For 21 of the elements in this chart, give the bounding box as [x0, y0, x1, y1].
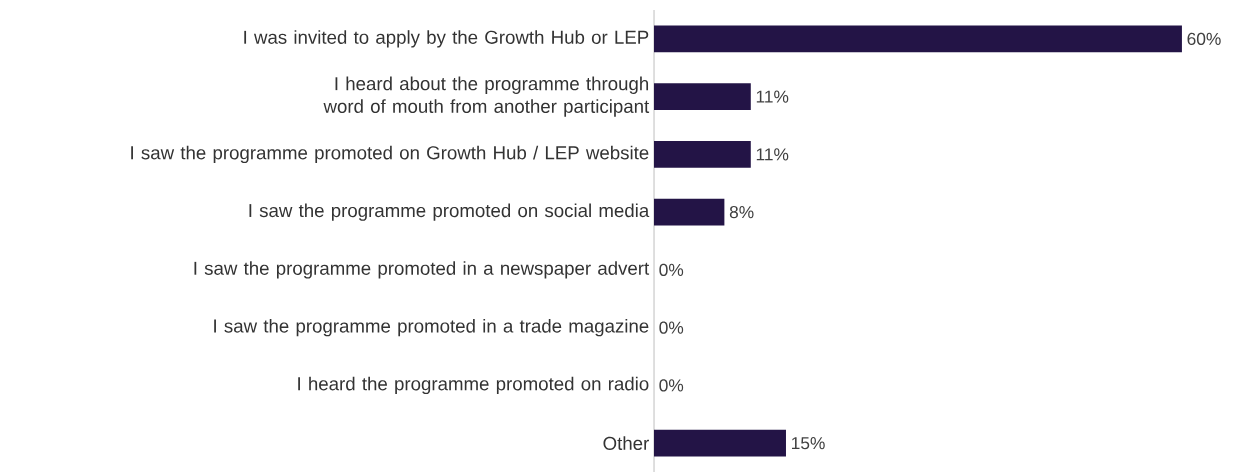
bar	[654, 141, 751, 168]
y-tick-label: I saw the programme promoted in a trade magazine	[214, 318, 649, 337]
y-tick-label: I heard the programme promoted on radio	[298, 376, 649, 395]
data-label: 0%	[659, 321, 684, 334]
data-label: 11%	[756, 90, 789, 103]
y-tick-label: I heard about the programme through word of mouth from another participant	[323, 76, 650, 117]
data-label: 11%	[756, 148, 789, 161]
bar	[654, 198, 725, 226]
y-tick-label: I saw the programme promoted on social media	[249, 203, 650, 221]
y-tick-label: I saw the programme promoted on Growth Hub / LEP website	[131, 145, 649, 164]
y-tick-label: I was invited to apply by the Growth Hub or LEP	[244, 30, 649, 48]
data-label: 60%	[1187, 32, 1221, 46]
y-tick-label: Other	[603, 436, 649, 450]
data-label: 0%	[659, 379, 684, 392]
data-label: 0%	[659, 263, 684, 277]
y-tick-label: I saw the programme promoted in a newspaper advert	[194, 261, 650, 279]
bar	[654, 83, 751, 110]
data-label: 15%	[792, 437, 825, 450]
data-label: 8%	[729, 205, 754, 219]
bar	[654, 25, 1182, 53]
bar	[654, 429, 786, 457]
